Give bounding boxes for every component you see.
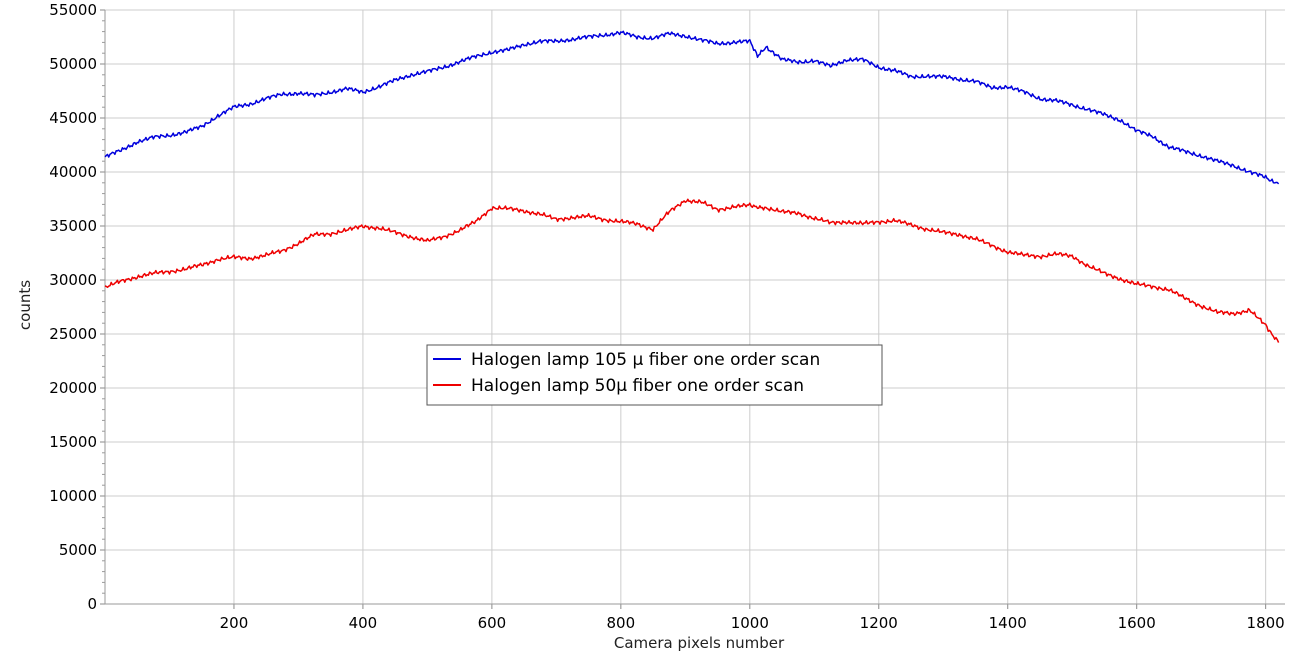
y-axis-label: counts bbox=[16, 280, 34, 330]
x-tick-label-8: 1800 bbox=[1247, 614, 1285, 632]
axes bbox=[104, 10, 1285, 605]
y-tick-label-0: 0 bbox=[87, 595, 97, 613]
legend-entry-1: Halogen lamp 50µ fiber one order scan bbox=[471, 376, 804, 396]
y-tick-label-3: 15000 bbox=[49, 433, 97, 451]
x-tick-label-3: 800 bbox=[607, 614, 636, 632]
y-tick-labels: 0 5000 10000 15000 20000 25000 30000 35000 40000… bbox=[49, 1, 97, 613]
x-tick-label-1: 400 bbox=[349, 614, 378, 632]
y-tick-label-6: 30000 bbox=[49, 271, 97, 289]
x-tick-label-4: 1000 bbox=[731, 614, 769, 632]
x-axis-label: Camera pixels number bbox=[614, 634, 785, 652]
y-tick-label-9: 45000 bbox=[49, 109, 97, 127]
y-tick-label-7: 35000 bbox=[49, 217, 97, 235]
x-tick-label-0: 200 bbox=[220, 614, 249, 632]
y-tick-label-10: 50000 bbox=[49, 55, 97, 73]
x-tick-label-5: 1200 bbox=[860, 614, 898, 632]
y-tick-label-2: 10000 bbox=[49, 487, 97, 505]
legend-box bbox=[426, 344, 883, 406]
series-line-0 bbox=[104, 30, 1280, 185]
x-tick-label-7: 1600 bbox=[1118, 614, 1156, 632]
legend-entry-0: Halogen lamp 105 µ fiber one order scan bbox=[471, 350, 820, 370]
series-line-1 bbox=[104, 198, 1280, 343]
y-tick-label-5: 25000 bbox=[49, 325, 97, 343]
y-tick-label-4: 20000 bbox=[49, 379, 97, 397]
y-tick-label-1: 5000 bbox=[59, 541, 97, 559]
x-tick-label-6: 1400 bbox=[989, 614, 1027, 632]
legend: Halogen lamp 105 µ fiber one order scan … bbox=[426, 344, 883, 406]
grid-lines bbox=[100, 9, 1285, 609]
y-tick-label-11: 55000 bbox=[49, 1, 97, 19]
y-tick-label-8: 40000 bbox=[49, 163, 97, 181]
series-lines bbox=[104, 30, 1280, 343]
x-tick-label-2: 600 bbox=[478, 614, 507, 632]
x-tick-labels: 200 400 600 800 1000 1200 1400 1600 1800 bbox=[220, 614, 1285, 632]
